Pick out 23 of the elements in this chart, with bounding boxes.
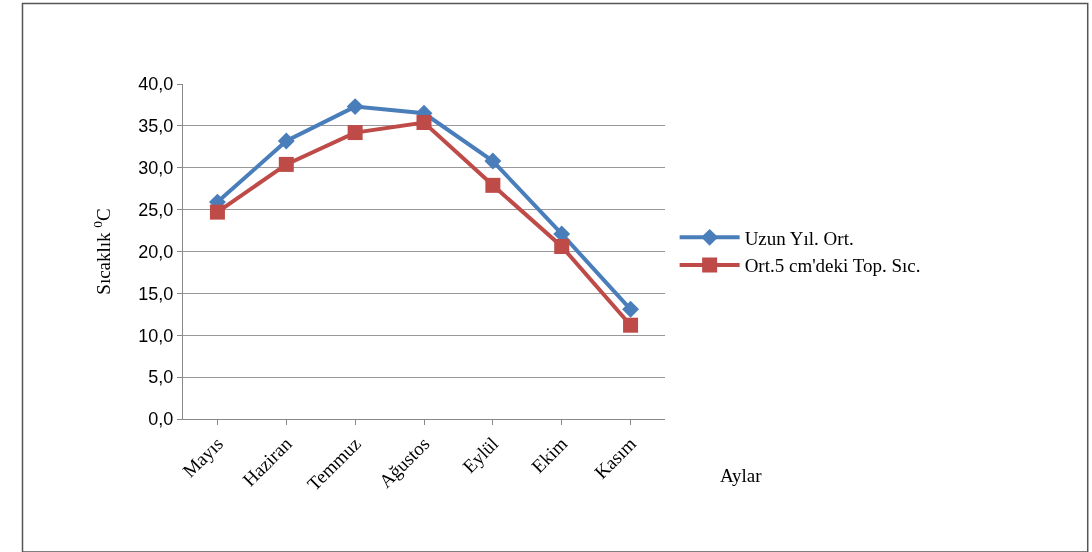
point — [622, 300, 640, 318]
point — [346, 98, 364, 116]
y-tick-label: 20,0 — [138, 241, 174, 262]
point — [416, 115, 432, 131]
y-tick-label: 0,0 — [148, 409, 174, 430]
y-tick-label: 10,0 — [138, 325, 174, 346]
y-tick-label: 30,0 — [138, 158, 174, 179]
point — [623, 317, 639, 333]
y-tick-label: 25,0 — [138, 199, 174, 220]
point — [485, 177, 501, 193]
point — [484, 152, 502, 170]
legend-label: Ort.5 cm'deki Top. Sıc. — [744, 255, 921, 277]
point — [209, 204, 225, 220]
point — [277, 132, 295, 150]
y-tick-label: 35,0 — [138, 116, 174, 137]
x-axis-title: Aylar — [720, 465, 763, 486]
y-tick-label: 5,0 — [148, 367, 174, 388]
point — [278, 156, 294, 172]
legend-label: Uzun Yıl. Ort. — [744, 227, 854, 249]
y-tick-label: 15,0 — [138, 283, 174, 304]
point — [347, 125, 363, 141]
point — [554, 238, 570, 254]
y-tick-label: 40,0 — [138, 74, 174, 95]
